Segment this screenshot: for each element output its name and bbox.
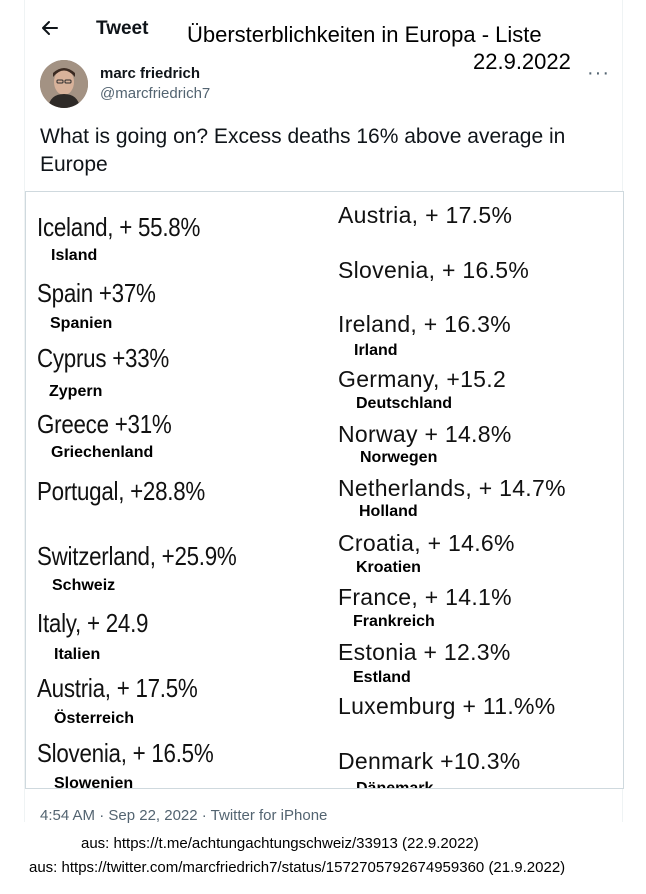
list-item: Croatia, + 14.6% [338, 530, 515, 556]
overlay-date: 22.9.2022 [473, 49, 571, 74]
page-title: Tweet [96, 18, 149, 39]
list-item: Denmark +10.3% [338, 748, 521, 774]
list-item: Germany, +15.2 [338, 366, 507, 392]
list-item-label: Estland [353, 669, 411, 686]
list-item: Ireland, + 16.3% [338, 311, 511, 337]
list-item: Norway + 14.8% [338, 421, 512, 447]
avatar-image-icon [40, 60, 88, 108]
list-item-label: Holland [359, 503, 418, 520]
list-item-label: Slowenien [54, 775, 134, 789]
list-item-label: Irland [354, 342, 398, 359]
list-item-label: Norwegen [360, 449, 438, 466]
list-item: Iceland, + 55.8% [37, 212, 201, 242]
list-item-label: Spanien [50, 315, 113, 332]
source-caption: aus: https://twitter.com/marcfriedrich7/… [29, 859, 566, 876]
list-item: Portugal, +28.8% [37, 476, 206, 506]
list-item: Austria, + 17.5% [37, 673, 198, 703]
tweet-text: What is going on? Excess deaths 16% abov… [40, 125, 566, 176]
list-item: Slovenia, + 16.5% [37, 738, 214, 768]
list-item: Cyprus +33% [37, 343, 170, 373]
list-item-label: Island [51, 247, 98, 264]
list-item-label: Zypern [49, 383, 103, 400]
list-item: Slovenia, + 16.5% [338, 257, 530, 283]
list-item: Greece +31% [37, 409, 172, 439]
avatar[interactable] [40, 60, 88, 108]
author-handle[interactable]: @marcfriedrich7 [100, 85, 211, 102]
list-item: Austria, + 17.5% [338, 202, 513, 228]
back-arrow-icon[interactable] [40, 18, 60, 38]
list-item-label: Schweiz [52, 577, 116, 594]
list-item: Italy, + 24.9 [37, 608, 149, 638]
tweet-media-image[interactable]: Iceland, + 55.8% Island Spain +37% Spani… [25, 191, 624, 789]
overlay-title: Übersterblichkeiten in Europa - Liste [187, 22, 542, 47]
source-caption: aus: https://t.me/achtungachtungschweiz/… [81, 835, 479, 852]
tweet-timestamp[interactable]: 4:54 AM · Sep 22, 2022 · Twitter for iPh… [40, 807, 328, 824]
author-name[interactable]: marc friedrich [100, 65, 201, 82]
list-item-label: Italien [54, 646, 101, 663]
list-item: Switzerland, +25.9% [37, 541, 237, 571]
list-item-label: Frankreich [353, 613, 435, 630]
more-icon[interactable]: ··· [587, 62, 610, 84]
list-item-label: Griechenland [51, 444, 154, 461]
list-item-label: Deutschland [356, 395, 453, 412]
list-item: Spain +37% [37, 278, 156, 308]
list-item: Netherlands, + 14.7% [338, 475, 566, 501]
list-item-label: Kroatien [356, 559, 421, 576]
list-item: Luxemburg + 11.%% [338, 693, 556, 719]
list-item: Estonia + 12.3% [338, 639, 511, 665]
list-item: France, + 14.1% [338, 584, 512, 610]
list-item-label: Dänemark [356, 780, 434, 789]
list-item-label: Österreich [54, 710, 135, 727]
